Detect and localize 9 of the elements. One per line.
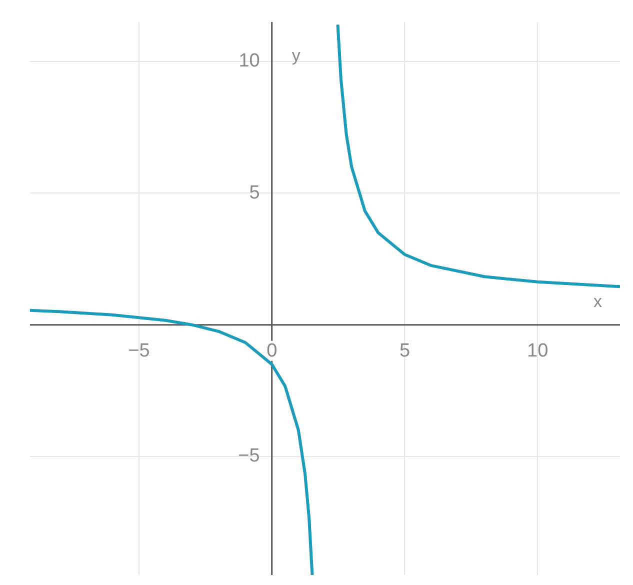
x-tick-label: 5 <box>399 340 410 362</box>
x-tick-label: 10 <box>527 340 548 362</box>
x-tick-label: 0 <box>266 340 278 362</box>
y-tick-label: 5 <box>249 182 260 204</box>
y-tick-label: −5 <box>238 446 260 467</box>
y-tick-label: 10 <box>238 50 260 72</box>
x-tick-label: −5 <box>128 340 150 362</box>
x-axis-title: x <box>594 292 602 312</box>
y-axis-title: y <box>292 46 301 66</box>
